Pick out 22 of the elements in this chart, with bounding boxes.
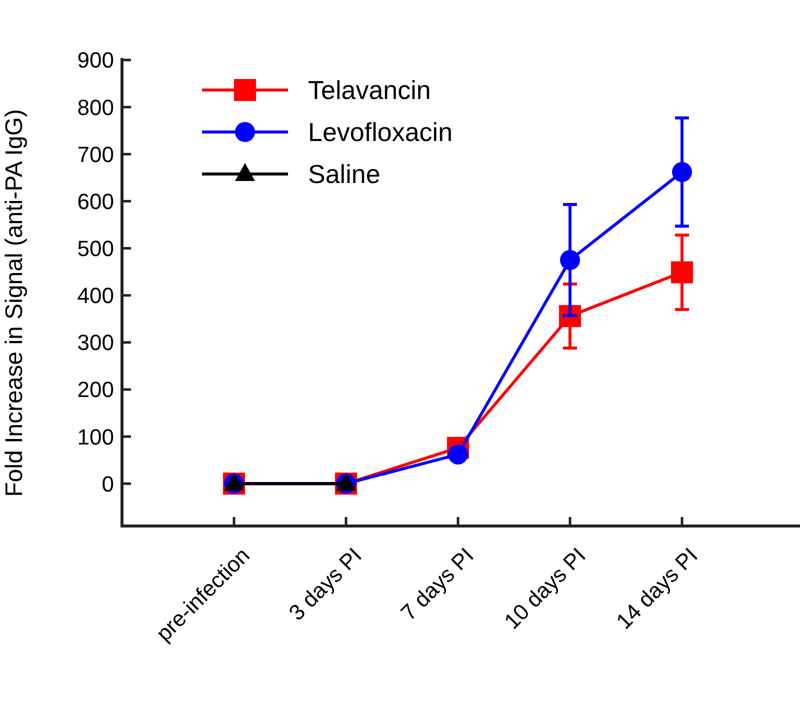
point xyxy=(560,250,580,270)
y-tick-label: 0 xyxy=(102,471,114,496)
y-tick-label: 700 xyxy=(77,142,114,167)
legend-label: Telavancin xyxy=(308,75,431,106)
y-tick-label: 400 xyxy=(77,283,114,308)
legend-label: Saline xyxy=(308,159,380,190)
y-tick-label: 300 xyxy=(77,330,114,356)
point xyxy=(671,261,693,284)
y-axis-title: Fold Increase in Signal (anti-PA IgG) xyxy=(1,109,28,497)
x-tick-label: 10 days PI xyxy=(499,542,590,634)
point xyxy=(672,162,692,182)
point xyxy=(448,444,468,464)
y-tick-label: 500 xyxy=(77,236,114,261)
legend-label: Levofloxacin xyxy=(308,117,453,148)
y-tick-label: 900 xyxy=(77,48,114,73)
y-tick-label: 100 xyxy=(77,424,114,450)
y-tick-label: 200 xyxy=(77,377,114,402)
y-tick-label: 600 xyxy=(77,188,114,214)
x-tick-label: 3 days PI xyxy=(284,542,366,626)
x-tick-label: 14 days PI xyxy=(611,542,702,634)
y-tick-label: 800 xyxy=(77,94,114,120)
x-tick-label: 7 days PI xyxy=(396,542,478,626)
